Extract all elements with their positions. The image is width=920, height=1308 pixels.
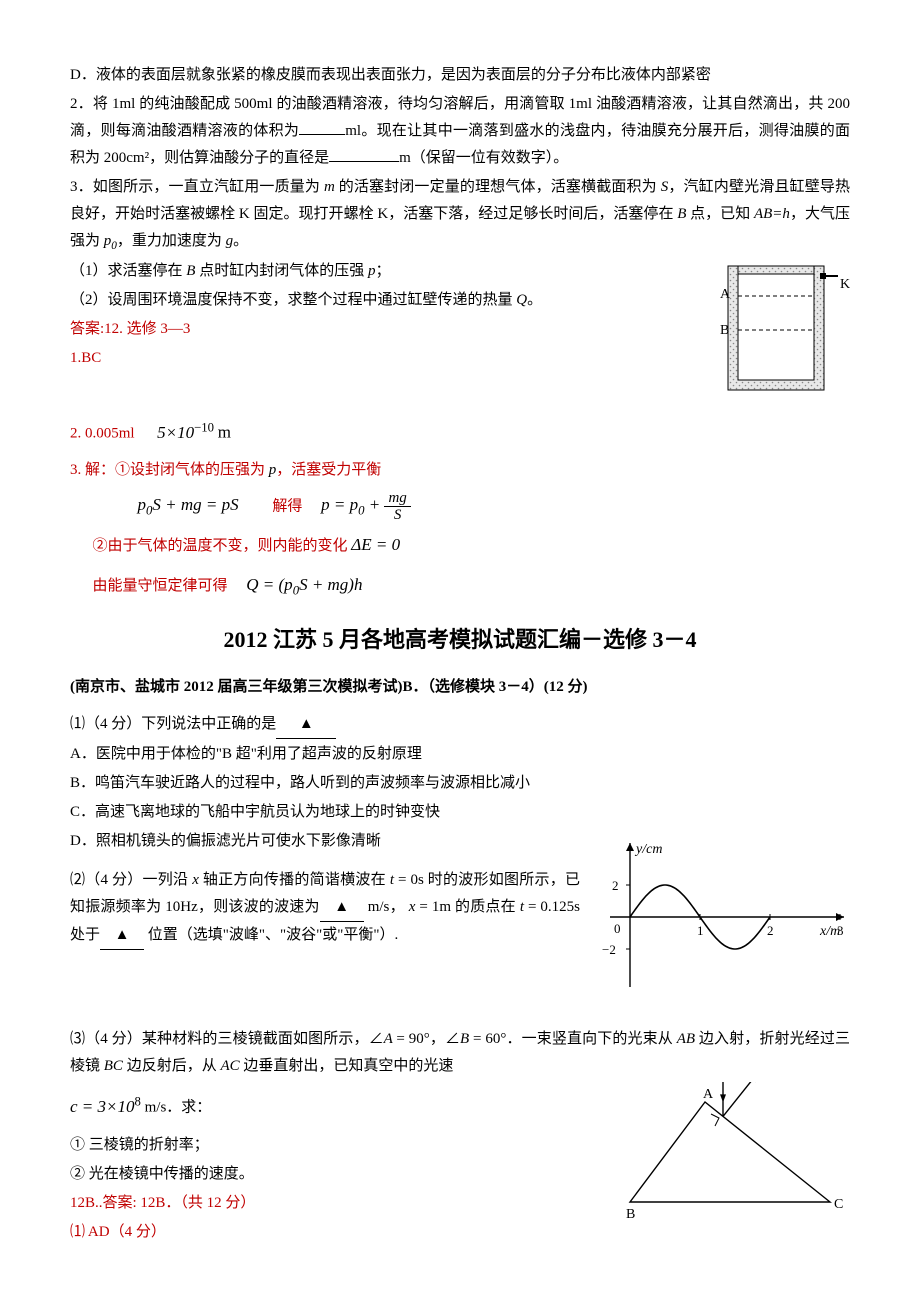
svg-text:2: 2 <box>767 923 774 938</box>
var-AC: AC <box>220 1058 243 1074</box>
var-AB2: AB <box>677 1031 699 1047</box>
svg-text:y/cm: y/cm <box>634 842 662 857</box>
q3-a: 3．如图所示，一直立汽缸用一质量为 <box>70 179 320 195</box>
ans3-d: 由能量守恒定律可得 <box>93 578 228 594</box>
q3-b: 的活塞封闭一定量的理想气体，活塞横截面积为 <box>339 179 657 195</box>
svg-text:A: A <box>720 287 731 302</box>
ans3-b: ，活塞受力平衡 <box>276 462 381 478</box>
deltaE: ΔE = 0 <box>351 535 400 554</box>
part1-question: ⑴（4 分）下列说法中正确的是 ▲ <box>70 711 850 739</box>
svg-text:B: B <box>720 323 729 338</box>
p1-q: ⑴（4 分）下列说法中正确的是 <box>70 716 276 732</box>
var-m: m <box>324 179 335 195</box>
eq1-frac: mgS <box>384 490 410 524</box>
q3-d: 点，已知 <box>690 206 750 222</box>
eq1-rhs: p = p0 + <box>321 495 384 514</box>
svg-text:−2: −2 <box>602 942 616 957</box>
q3-sub1-a: （1）求活塞停在 <box>70 263 183 279</box>
p2-a: ⑵（4 分）一列沿 <box>70 872 188 888</box>
part3: ⑶（4 分）某种材料的三棱镜截面如图所示，∠A = 90°，∠B = 60°．一… <box>70 1026 850 1080</box>
var-AB: AB=h <box>754 206 790 222</box>
p2-g: 位置（选填"波峰"、"波谷"或"平衡"）. <box>148 927 399 943</box>
var-B2: B <box>186 263 195 279</box>
p3-e: 边反射后，从 <box>127 1058 217 1074</box>
p1-opt-b: B．鸣笛汽车驶近路人的过程中，路人听到的声波频率与波源相比减小 <box>70 770 850 797</box>
eq1-lhs: p0S + mg = pS <box>138 495 239 514</box>
svg-text:A: A <box>703 1087 714 1102</box>
p3-c: = 60°．一束竖直向下的光束从 <box>473 1031 673 1047</box>
cylinder-svg: A B K <box>720 258 850 398</box>
answer-2: 2. 0.005ml 5×10−10 m <box>70 416 850 448</box>
var-g: g <box>226 233 234 249</box>
main-title: 2012 江苏 5 月各地高考模拟试题汇编－选修 3－4 <box>70 620 850 660</box>
prism-svg: A B C <box>610 1082 850 1222</box>
p1-opt-c: C．高速飞离地球的飞船中宇航员认为地球上的时钟变快 <box>70 799 850 826</box>
svg-text:x/m: x/m <box>819 924 840 939</box>
var-Bang: B <box>460 1031 473 1047</box>
p1-opt-a: A．医院中用于体检的"B 超"利用了超声波的反射原理 <box>70 741 850 768</box>
blank-q2-1 <box>299 134 345 135</box>
var-B1: B <box>677 206 686 222</box>
ans3-a: 3. 解：①设封闭气体的压强为 <box>70 462 265 478</box>
svg-text:0: 0 <box>614 921 621 936</box>
var-x: x <box>192 872 203 888</box>
eq1-mid: 解得 <box>272 498 302 514</box>
var-A: A <box>384 1031 397 1047</box>
c-unit: m/s．求： <box>145 1100 212 1116</box>
svg-text:1: 1 <box>697 923 704 938</box>
wave-svg: 1232−20y/cmx/m <box>590 837 850 1002</box>
ans2-a: 2. 0.005ml <box>70 426 135 442</box>
q3-sub1-b: 点时缸内封闭气体的压强 <box>199 263 364 279</box>
answer-3d: 由能量守恒定律可得 Q = (p0S + mg)h <box>70 570 850 602</box>
var-t1: t <box>390 872 398 888</box>
answer-3: 3. 解：①设封闭气体的压强为 p，活塞受力平衡 <box>70 457 850 484</box>
blank-p1: ▲ <box>276 711 336 739</box>
ans2-unit: m <box>218 423 231 442</box>
var-Q: Q <box>516 292 527 308</box>
option-d: D．液体的表面层就象张紧的橡皮膜而表现出表面张力，是因为表面层的分子分布比液体内… <box>70 62 850 89</box>
p3-a: ⑶（4 分）某种材料的三棱镜截面如图所示，∠ <box>70 1031 384 1047</box>
svg-text:2: 2 <box>612 878 619 893</box>
equation-1: p0S + mg = pS 解得 p = p0 + mgS <box>70 490 850 524</box>
p2-e: = 1m 的质点在 <box>419 899 515 915</box>
svg-text:B: B <box>626 1207 635 1222</box>
c-value: c = 3×108 <box>70 1097 141 1116</box>
prism-figure: A B C <box>610 1082 850 1232</box>
q2-text-c: m（保留一位有效数字）。 <box>399 150 568 166</box>
question-3: 3．如图所示，一直立汽缸用一质量为 m 的活塞封闭一定量的理想气体，活塞横截面积… <box>70 174 850 256</box>
svg-text:C: C <box>834 1197 843 1212</box>
q3-f: ，重力加速度为 <box>117 233 222 249</box>
var-x2: x <box>409 899 420 915</box>
ans2-value: 5×10−10 <box>157 423 214 442</box>
eq2: Q = (p0S + mg)h <box>246 575 362 594</box>
cylinder-figure: A B K <box>720 258 850 408</box>
exam-header: (南京市、盐城市 2012 届高三年级第三次模拟考试)B．（选修模块 3－4）(… <box>70 674 850 701</box>
ans3-c: ②由于气体的温度不变，则内能的变化 <box>93 538 348 554</box>
q3-sub2-a: （2）设周围环境温度保持不变，求整个过程中通过缸壁传递的热量 <box>70 292 513 308</box>
var-t2: t <box>520 899 528 915</box>
question-2: 2．将 1ml 的纯油酸配成 500ml 的油酸酒精溶液，待均匀溶解后，用滴管取… <box>70 91 850 172</box>
var-p: p <box>368 263 376 279</box>
blank-q2-2 <box>329 161 399 162</box>
p3-f: 边垂直射出，已知真空中的光速 <box>243 1058 453 1074</box>
blank-p2-2: ▲ <box>100 922 144 950</box>
p2-b: 轴正方向传播的简谐横波在 <box>203 872 386 888</box>
p3-b: = 90°，∠ <box>396 1031 460 1047</box>
var-p0: p0 <box>104 233 117 249</box>
blank-p2-1: ▲ <box>320 894 364 922</box>
var-BC: BC <box>104 1058 127 1074</box>
answer-3c: ②由于气体的温度不变，则内能的变化 ΔE = 0 <box>70 530 850 561</box>
p2-d: m/s， <box>368 899 405 915</box>
wave-figure: 1232−20y/cmx/m <box>590 837 850 1012</box>
svg-text:K: K <box>840 277 850 292</box>
